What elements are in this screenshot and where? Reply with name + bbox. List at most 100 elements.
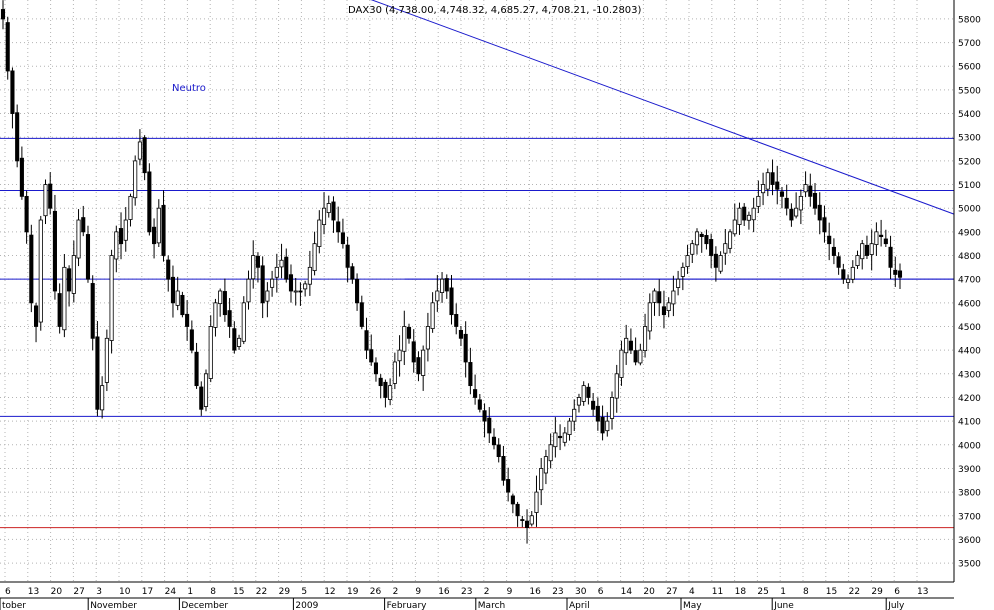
candle-body — [189, 329, 194, 351]
x-day-tick-label: 9 — [415, 587, 421, 597]
candle-body — [827, 235, 832, 245]
y-tick-label: 4100 — [958, 418, 981, 428]
candle-body — [326, 203, 331, 213]
x-day-tick-label: 27 — [73, 587, 84, 597]
candle-body — [95, 336, 100, 410]
candle-body — [789, 208, 794, 221]
candle-body — [831, 246, 836, 256]
candle-body — [576, 397, 582, 406]
candle-body — [846, 278, 851, 283]
candle-body — [5, 22, 10, 72]
candle-body — [572, 408, 577, 422]
candle-body — [114, 231, 119, 260]
candle-body — [643, 326, 648, 352]
candle-body — [303, 283, 308, 290]
candle-body — [109, 255, 114, 341]
candle-body — [543, 456, 548, 474]
y-tick-label: 3600 — [958, 536, 981, 546]
candle-body — [355, 278, 360, 304]
x-day-tick-label: 1 — [187, 587, 193, 597]
candle-body — [591, 400, 596, 410]
candle-body — [661, 306, 666, 316]
candle-body — [33, 305, 39, 327]
x-day-tick-label: 10 — [119, 587, 131, 597]
candle-body — [883, 238, 888, 245]
x-month-label: February — [387, 601, 428, 610]
candle-body — [29, 234, 34, 304]
candle-body — [147, 171, 152, 233]
y-tick-label: 5600 — [958, 63, 981, 73]
candle-body — [473, 389, 478, 398]
candle-body — [671, 290, 676, 305]
y-tick-label: 3500 — [958, 560, 981, 570]
candle-body — [118, 228, 124, 245]
candle-body — [836, 256, 841, 268]
y-tick-label: 3800 — [958, 489, 981, 499]
candle-body — [850, 266, 855, 280]
down-trendline — [370, 0, 955, 215]
candle-body — [539, 468, 544, 491]
y-tick-label: 4400 — [958, 347, 981, 357]
candle-body — [888, 246, 893, 268]
candle-body — [742, 206, 747, 221]
candle-body — [817, 204, 822, 221]
x-day-tick-label: 16 — [529, 587, 541, 597]
candle-body — [534, 491, 539, 513]
candle-body — [43, 184, 48, 217]
candle-body — [638, 349, 643, 364]
x-day-tick-label: 20 — [643, 587, 655, 597]
x-month-label: 2009 — [295, 601, 318, 610]
candle-body — [860, 243, 865, 260]
candle-body — [251, 255, 256, 280]
candle-body — [879, 234, 884, 237]
candle-body — [19, 157, 24, 197]
candle-body — [402, 326, 407, 352]
candle-body — [317, 219, 322, 247]
candle-body — [156, 207, 161, 244]
candle-body — [378, 377, 383, 387]
x-day-tick-label: 2 — [484, 587, 490, 597]
x-day-tick-label: 24 — [165, 587, 177, 597]
candle-body — [619, 349, 624, 378]
chart-title: DAX30 (4,738.00, 4,748.32, 4,685.27, 4,7… — [348, 5, 642, 16]
candle-body — [208, 326, 213, 379]
candle-body — [67, 268, 72, 292]
trendline-layer — [370, 0, 955, 280]
x-day-tick-label: 26 — [370, 587, 382, 597]
candle-body — [713, 253, 718, 268]
x-month-label: June — [773, 601, 794, 610]
candle-body — [241, 302, 246, 342]
candle-body — [779, 191, 785, 197]
x-day-tick-label: 1 — [780, 587, 786, 597]
candle-body — [558, 435, 563, 439]
candle-body — [553, 432, 558, 448]
candle-body — [633, 350, 638, 363]
candlestick-series — [0, 0, 903, 544]
x-day-tick-label: 29 — [279, 587, 291, 597]
candle-body — [48, 183, 53, 209]
candle-body — [798, 195, 803, 211]
candle-body — [770, 172, 775, 185]
candle-body — [284, 256, 289, 280]
candle-body — [416, 357, 421, 375]
candle-body — [709, 239, 714, 256]
x-day-tick-label: 17 — [142, 587, 153, 597]
x-day-tick-label: 12 — [324, 587, 335, 597]
candle-body — [10, 70, 15, 114]
x-month-label: July — [887, 601, 905, 610]
candle-body — [340, 232, 345, 245]
y-tick-label: 4600 — [958, 299, 981, 309]
candle-body — [406, 326, 412, 339]
candle-body — [194, 351, 199, 387]
candle-body — [454, 314, 459, 327]
candle-body — [727, 231, 733, 249]
candle-body — [288, 274, 294, 292]
candle-body — [690, 243, 695, 255]
candle-body — [142, 137, 147, 174]
candle-body — [161, 205, 166, 256]
annotation-neutro: Neutro — [172, 83, 206, 94]
candle-body — [694, 231, 700, 246]
candle-body — [345, 244, 350, 268]
y-tick-label: 4900 — [958, 228, 981, 238]
